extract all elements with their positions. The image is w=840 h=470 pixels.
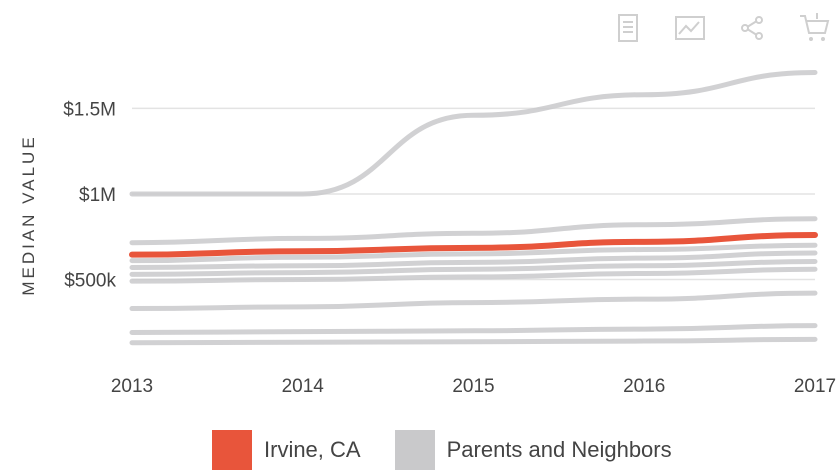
series-line-neighbor[interactable] <box>129 336 818 346</box>
series-line-neighbor[interactable] <box>129 70 818 197</box>
series-line-neighbor[interactable] <box>129 259 818 277</box>
legend-label-irvine: Irvine, CA <box>264 437 361 462</box>
y-tick-label: $500k <box>64 270 116 291</box>
series-line-irvine[interactable] <box>129 232 818 258</box>
legend-item-parents-neighbors[interactable]: Parents and Neighbors <box>394 430 672 470</box>
chart-view-button[interactable] <box>670 8 710 48</box>
y-tick-label: $1M <box>79 185 116 206</box>
x-tick-label: 2017 <box>794 376 836 397</box>
x-tick-label: 2013 <box>111 376 153 397</box>
series-line-neighbor[interactable] <box>129 290 818 312</box>
y-axis-label: MEDIAN VALUE <box>19 134 38 295</box>
document-icon <box>618 14 638 42</box>
series-line-neighbor[interactable] <box>129 216 818 246</box>
series-line-neighbor[interactable] <box>129 242 818 264</box>
cart-button[interactable] <box>794 8 834 48</box>
legend-swatch-parents-neighbors <box>394 430 435 470</box>
cart-icon <box>800 13 830 41</box>
share-icon <box>741 16 763 40</box>
series-line-neighbor[interactable] <box>129 250 818 270</box>
x-tick-label: 2014 <box>282 376 325 397</box>
document-button[interactable] <box>608 8 648 48</box>
chart-toolbar <box>608 8 834 48</box>
share-button[interactable] <box>732 8 772 48</box>
legend-label-parents-neighbors: Parents and Neighbors <box>446 437 672 462</box>
series-line-neighbor[interactable] <box>129 266 818 284</box>
series-line-neighbor[interactable] <box>129 323 818 335</box>
legend-swatch-irvine <box>212 430 252 470</box>
chart-legend: Irvine, CA Parents and Neighbors <box>212 430 706 470</box>
x-tick-label: 2016 <box>623 376 665 397</box>
y-tick-label: $1.5M <box>63 99 116 120</box>
x-tick-label: 2015 <box>452 376 494 397</box>
chart-icon <box>675 16 705 40</box>
legend-item-irvine[interactable]: Irvine, CA <box>212 430 361 470</box>
